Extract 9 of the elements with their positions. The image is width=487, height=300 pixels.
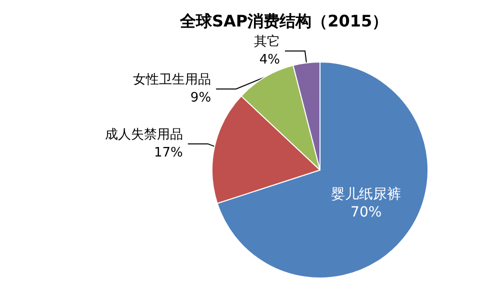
slice-label: 成人失禁用品 [104, 127, 183, 142]
data-label: 70% [350, 204, 382, 221]
data-label: 17% [154, 145, 183, 160]
data-label: 4% [259, 52, 280, 68]
slice-label: 婴儿纸尿裤 [331, 186, 402, 203]
chart-title: 全球SAP消费结构（2015） [179, 12, 388, 30]
slice-label: 女性卫生用品 [133, 72, 212, 88]
slice-label: 其它 [254, 33, 280, 50]
data-label: 9% [190, 90, 212, 106]
